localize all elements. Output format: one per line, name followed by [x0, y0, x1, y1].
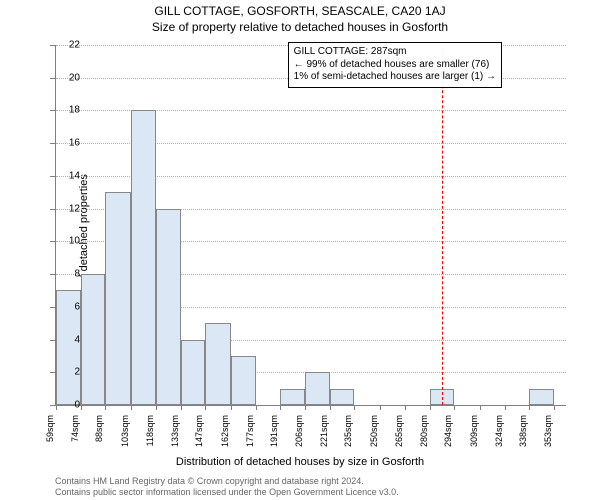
x-tick-mark — [131, 405, 132, 410]
x-tick-mark — [105, 405, 106, 410]
y-tick-mark — [50, 176, 55, 177]
x-tick-mark — [529, 405, 530, 410]
x-tick-label: 177sqm — [245, 415, 255, 460]
x-tick-mark — [181, 405, 182, 410]
x-tick-label: 147sqm — [194, 415, 204, 460]
footnote-line: Contains HM Land Registry data © Crown c… — [55, 476, 399, 487]
annotation-line: ← 99% of detached houses are smaller (76… — [294, 59, 496, 72]
x-tick-mark — [354, 405, 355, 410]
y-tick-label: 18 — [60, 105, 80, 116]
x-tick-label: 250sqm — [369, 415, 379, 460]
x-tick-mark — [205, 405, 206, 410]
x-tick-mark — [56, 405, 57, 410]
y-tick-mark — [50, 340, 55, 341]
histogram-bar — [181, 340, 205, 405]
y-tick-label: 12 — [60, 203, 80, 214]
y-tick-mark — [50, 307, 55, 308]
reference-line — [442, 45, 443, 405]
plot-area — [55, 45, 566, 406]
y-tick-mark — [50, 110, 55, 111]
histogram-bar — [330, 389, 354, 405]
y-tick-label: 0 — [60, 400, 80, 411]
x-tick-label: 206sqm — [294, 415, 304, 460]
y-tick-mark — [50, 78, 55, 79]
y-tick-label: 14 — [60, 170, 80, 181]
y-tick-mark — [50, 372, 55, 373]
x-tick-mark — [505, 405, 506, 410]
x-tick-label: 74sqm — [70, 415, 80, 460]
x-tick-label: 59sqm — [45, 415, 55, 460]
x-tick-label: 280sqm — [419, 415, 429, 460]
annotation-box: GILL COTTAGE: 287sqm← 99% of detached ho… — [288, 42, 502, 88]
y-tick-label: 16 — [60, 138, 80, 149]
histogram-bar — [280, 389, 305, 405]
y-tick-mark — [50, 241, 55, 242]
x-tick-label: 191sqm — [269, 415, 279, 460]
histogram-bar — [529, 389, 554, 405]
x-tick-mark — [256, 405, 257, 410]
x-tick-mark — [480, 405, 481, 410]
x-tick-label: 88sqm — [94, 415, 104, 460]
x-tick-label: 235sqm — [343, 415, 353, 460]
x-tick-label: 324sqm — [494, 415, 504, 460]
histogram-bar — [105, 192, 130, 405]
x-tick-mark — [280, 405, 281, 410]
x-tick-mark — [554, 405, 555, 410]
y-tick-mark — [50, 45, 55, 46]
x-tick-label: 338sqm — [518, 415, 528, 460]
x-tick-label: 309sqm — [469, 415, 479, 460]
sub-title: Size of property relative to detached ho… — [0, 20, 600, 34]
x-tick-mark — [405, 405, 406, 410]
x-tick-mark — [156, 405, 157, 410]
x-tick-mark — [305, 405, 306, 410]
x-tick-mark — [231, 405, 232, 410]
histogram-bar — [205, 323, 230, 405]
annotation-line: GILL COTTAGE: 287sqm — [294, 46, 496, 59]
histogram-bar — [81, 274, 105, 405]
y-tick-label: 6 — [60, 301, 80, 312]
histogram-bar — [305, 372, 330, 405]
x-tick-mark — [380, 405, 381, 410]
x-tick-mark — [330, 405, 331, 410]
y-tick-mark — [50, 405, 55, 406]
x-tick-label: 103sqm — [120, 415, 130, 460]
x-tick-label: 265sqm — [394, 415, 404, 460]
footnote-line: Contains public sector information licen… — [55, 487, 399, 498]
y-tick-label: 4 — [60, 334, 80, 345]
x-tick-mark — [454, 405, 455, 410]
y-tick-label: 2 — [60, 367, 80, 378]
histogram-bar — [131, 110, 156, 405]
x-tick-label: 221sqm — [319, 415, 329, 460]
x-tick-mark — [81, 405, 82, 410]
y-tick-mark — [50, 274, 55, 275]
x-tick-label: 162sqm — [220, 415, 230, 460]
x-tick-label: 294sqm — [443, 415, 453, 460]
x-tick-label: 353sqm — [543, 415, 553, 460]
footnote: Contains HM Land Registry data © Crown c… — [55, 476, 399, 499]
x-tick-mark — [430, 405, 431, 410]
y-tick-label: 20 — [60, 72, 80, 83]
y-tick-label: 8 — [60, 269, 80, 280]
annotation-line: 1% of semi-detached houses are larger (1… — [294, 71, 496, 84]
y-tick-label: 10 — [60, 236, 80, 247]
x-tick-label: 133sqm — [170, 415, 180, 460]
histogram-bar — [156, 209, 181, 405]
y-tick-mark — [50, 209, 55, 210]
y-tick-label: 22 — [60, 40, 80, 51]
x-tick-label: 118sqm — [145, 415, 155, 460]
histogram-bar — [231, 356, 256, 405]
main-title: GILL COTTAGE, GOSFORTH, SEASCALE, CA20 1… — [0, 4, 600, 18]
y-tick-mark — [50, 143, 55, 144]
